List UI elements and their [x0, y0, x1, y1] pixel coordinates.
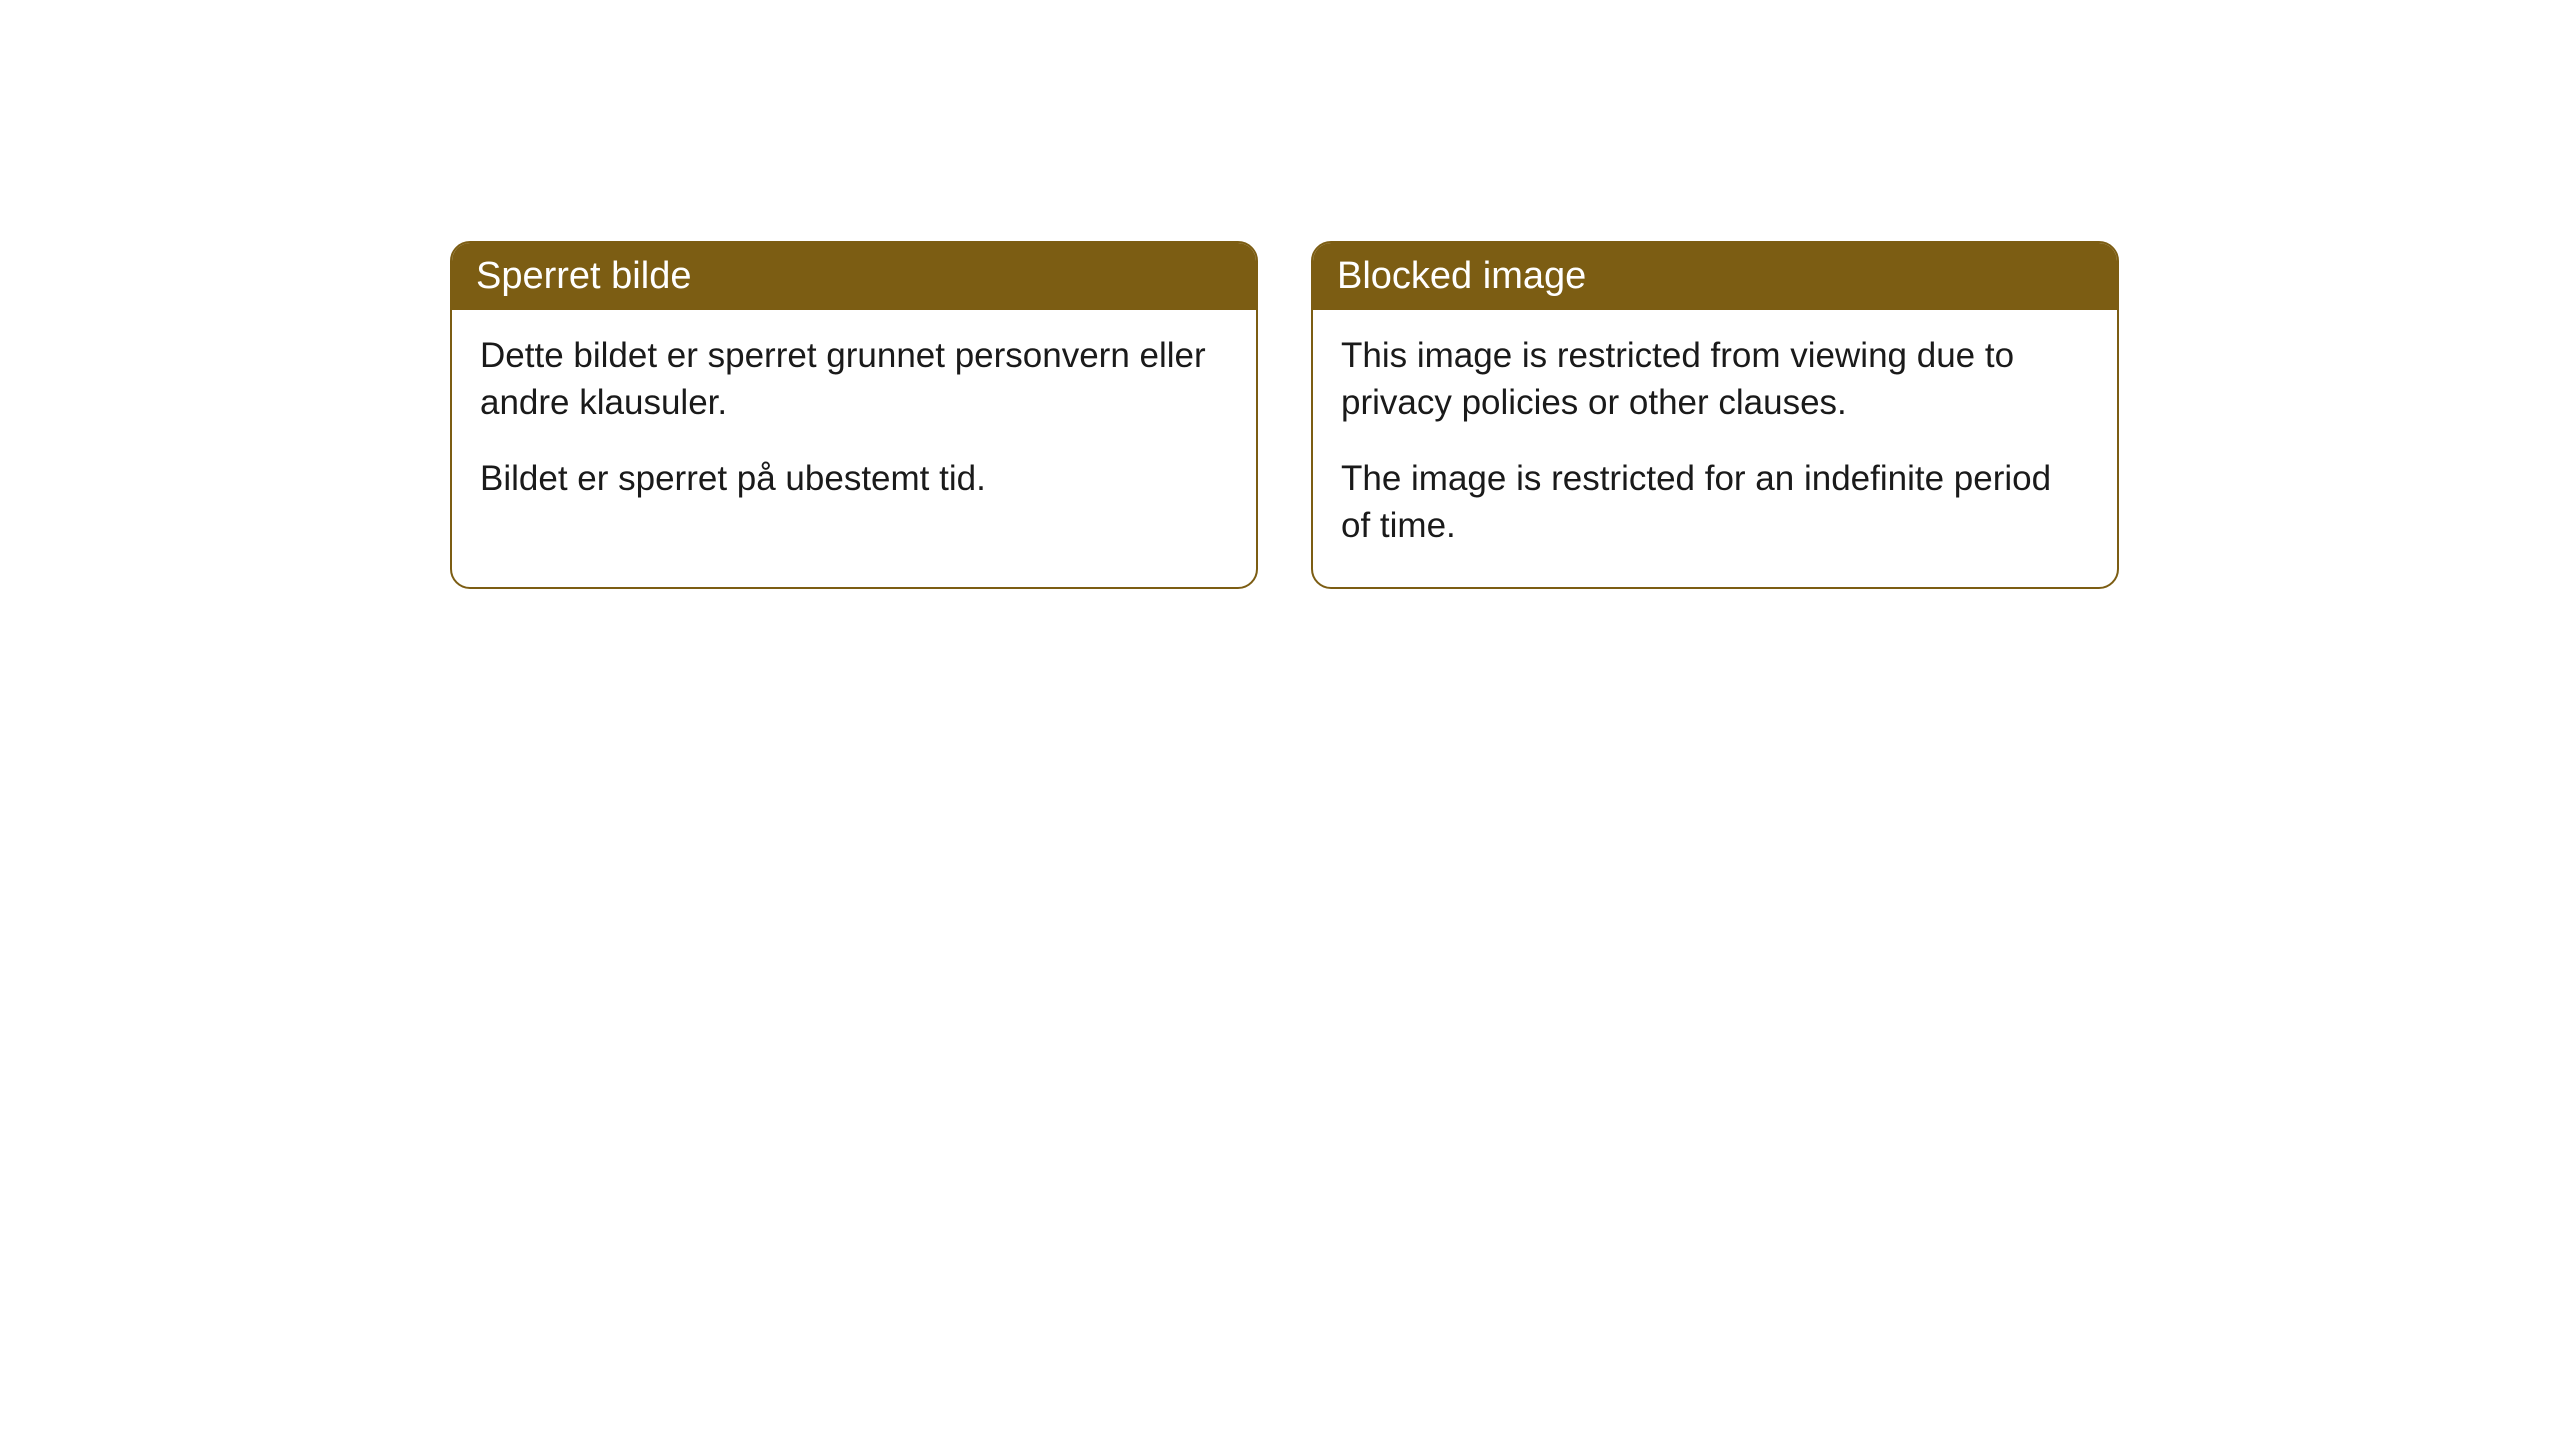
card-container: Sperret bilde Dette bildet er sperret gr…	[450, 241, 2119, 589]
card-body-en: This image is restricted from viewing du…	[1313, 310, 2117, 587]
card-paragraph-1-en: This image is restricted from viewing du…	[1341, 332, 2089, 427]
card-title-no: Sperret bilde	[476, 255, 691, 297]
card-paragraph-1-no: Dette bildet er sperret grunnet personve…	[480, 332, 1228, 427]
card-paragraph-2-no: Bildet er sperret på ubestemt tid.	[480, 455, 1228, 502]
card-paragraph-2-en: The image is restricted for an indefinit…	[1341, 455, 2089, 550]
card-header-no: Sperret bilde	[452, 243, 1256, 310]
card-title-en: Blocked image	[1337, 255, 1586, 297]
card-body-no: Dette bildet er sperret grunnet personve…	[452, 310, 1256, 540]
blocked-image-card-en: Blocked image This image is restricted f…	[1311, 241, 2119, 589]
blocked-image-card-no: Sperret bilde Dette bildet er sperret gr…	[450, 241, 1258, 589]
card-header-en: Blocked image	[1313, 243, 2117, 310]
